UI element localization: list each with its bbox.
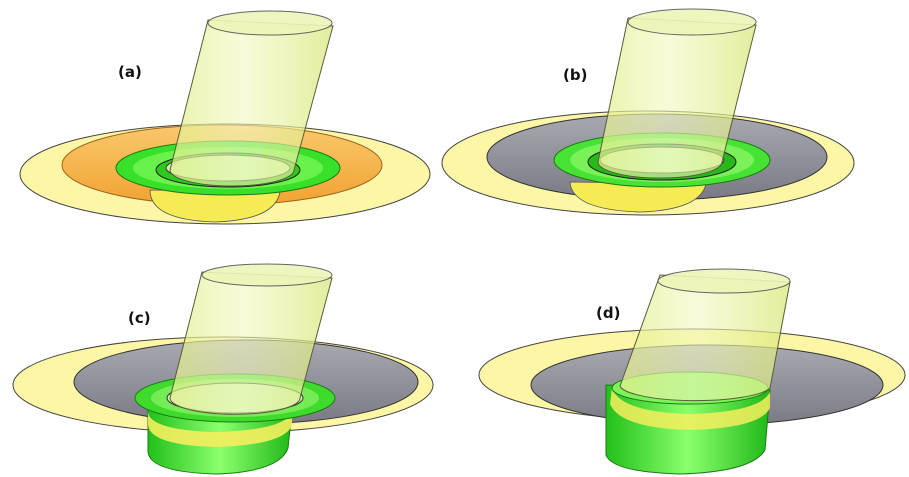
panel-b: (b)	[441, 8, 855, 216]
panel-label-a: (a)	[118, 63, 142, 81]
punch	[597, 17, 757, 179]
punch	[169, 271, 333, 415]
punch	[619, 274, 791, 402]
panel-a: (a)	[19, 10, 431, 225]
die-lower	[569, 181, 707, 213]
punch	[169, 19, 334, 187]
panel-label-d: (d)	[596, 304, 620, 322]
die-lower	[149, 189, 281, 223]
panel-d: (d)	[478, 268, 906, 475]
panel-label-c: (c)	[128, 309, 151, 327]
panel-label-b: (b)	[563, 66, 587, 84]
panel-c: (c)	[12, 263, 434, 475]
